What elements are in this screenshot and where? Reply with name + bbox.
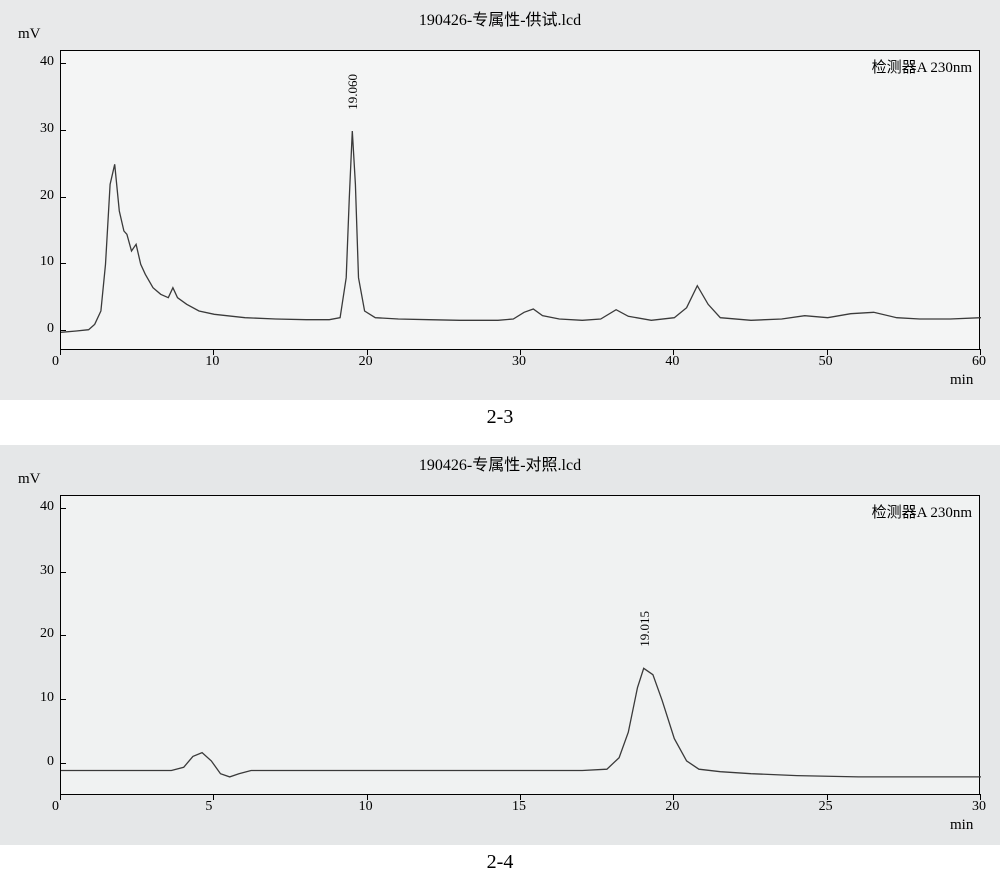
chromatogram-panel-1: 190426-专属性-供试.lcd mV 检测器A 230nm 19.060 m… xyxy=(0,0,1000,400)
x-tick-mark xyxy=(367,794,368,800)
x-tick-label: 5 xyxy=(205,799,212,815)
y-tick-label: 30 xyxy=(40,121,54,137)
y-tick-mark xyxy=(60,699,66,700)
y-tick-mark xyxy=(60,508,66,509)
panel-1-title: 190426-专属性-供试.lcd xyxy=(0,6,1000,30)
panel-1-detector-label: 检测器A 230nm xyxy=(872,56,972,77)
chromatogram-trace xyxy=(61,668,981,777)
y-tick-mark xyxy=(60,763,66,764)
y-tick-mark xyxy=(60,263,66,264)
y-tick-label: 30 xyxy=(40,563,54,579)
chromatogram-panel-2: 190426-专属性-对照.lcd mV 检测器A 230nm 19.015 m… xyxy=(0,445,1000,845)
y-tick-label: 10 xyxy=(40,254,54,270)
x-tick-label: 40 xyxy=(665,354,679,370)
x-tick-mark xyxy=(520,794,521,800)
y-tick-label: 10 xyxy=(40,690,54,706)
panel-2-title: 190426-专属性-对照.lcd xyxy=(0,451,1000,475)
panel-2-trace-svg xyxy=(61,496,981,796)
x-tick-label: 25 xyxy=(819,799,833,815)
x-tick-mark xyxy=(827,794,828,800)
y-tick-label: 40 xyxy=(40,54,54,70)
x-tick-label: 50 xyxy=(819,354,833,370)
x-tick-label: 0 xyxy=(52,799,59,815)
x-tick-mark xyxy=(673,794,674,800)
x-tick-mark xyxy=(827,349,828,355)
x-tick-mark xyxy=(980,349,981,355)
x-tick-mark xyxy=(213,349,214,355)
x-tick-mark xyxy=(520,349,521,355)
panel-2-xlabel: min xyxy=(950,817,973,834)
panel-1-trace-svg xyxy=(61,51,981,351)
y-tick-mark xyxy=(60,130,66,131)
x-tick-mark xyxy=(980,794,981,800)
x-tick-label: 30 xyxy=(512,354,526,370)
y-tick-mark xyxy=(60,572,66,573)
y-tick-label: 40 xyxy=(40,499,54,515)
panel-2-ylabel: mV xyxy=(18,471,41,488)
x-tick-label: 60 xyxy=(972,354,986,370)
x-tick-mark xyxy=(213,794,214,800)
y-tick-label: 0 xyxy=(47,754,54,770)
x-tick-label: 30 xyxy=(972,799,986,815)
x-tick-mark xyxy=(60,794,61,800)
x-tick-label: 0 xyxy=(52,354,59,370)
x-tick-label: 20 xyxy=(359,354,373,370)
x-tick-mark xyxy=(673,349,674,355)
y-tick-mark xyxy=(60,63,66,64)
y-tick-mark xyxy=(60,197,66,198)
chromatogram-trace xyxy=(61,131,981,332)
panel-1-peak-label: 19.060 xyxy=(345,74,361,110)
panel-2-detector-label: 检测器A 230nm xyxy=(872,501,972,522)
x-tick-label: 10 xyxy=(205,354,219,370)
panel-2-caption: 2-4 xyxy=(0,845,1000,880)
panel-2-peak-label: 19.015 xyxy=(637,611,653,647)
x-tick-mark xyxy=(367,349,368,355)
x-tick-mark xyxy=(60,349,61,355)
y-tick-label: 20 xyxy=(40,626,54,642)
x-tick-label: 15 xyxy=(512,799,526,815)
panel-1-caption: 2-3 xyxy=(0,400,1000,435)
panel-2-plot-area xyxy=(60,495,980,795)
panel-1-ylabel: mV xyxy=(18,26,41,43)
y-tick-label: 20 xyxy=(40,188,54,204)
x-tick-label: 20 xyxy=(665,799,679,815)
y-tick-mark xyxy=(60,635,66,636)
panel-1-xlabel: min xyxy=(950,372,973,389)
y-tick-label: 0 xyxy=(47,321,54,337)
panel-1-plot-area xyxy=(60,50,980,350)
x-tick-label: 10 xyxy=(359,799,373,815)
y-tick-mark xyxy=(60,330,66,331)
